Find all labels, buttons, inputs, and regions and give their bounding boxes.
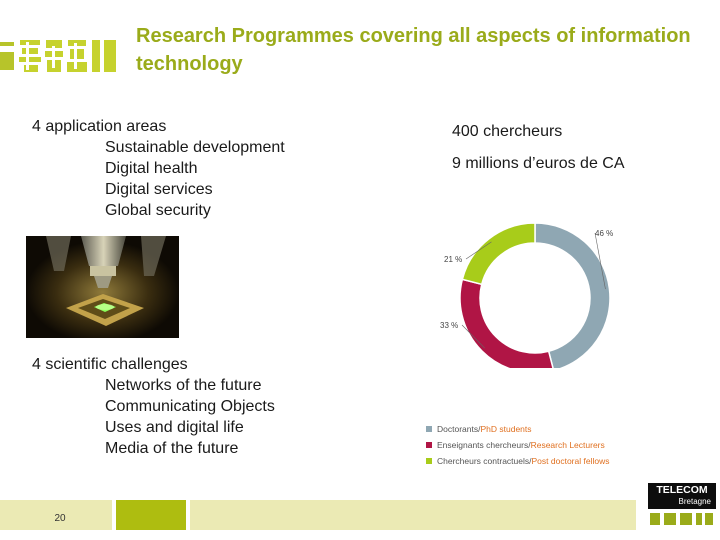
legend-label-en: PhD students bbox=[480, 424, 532, 434]
list-item: Digital health bbox=[105, 160, 198, 177]
institut-mark-icon bbox=[650, 513, 713, 525]
scientific-challenges: 4 scientific challenges Networks of the … bbox=[32, 354, 352, 459]
slice-data-label: 21 % bbox=[444, 255, 462, 264]
application-areas: 4 application areas Sustainable developm… bbox=[32, 117, 352, 221]
logo-title: TELECOM bbox=[656, 484, 708, 496]
slide-footer: 20 bbox=[0, 500, 720, 530]
legend-label-fr: Doctorants bbox=[437, 424, 479, 434]
legend-item: Doctorants / PhD students bbox=[426, 421, 609, 437]
page-number: 20 bbox=[54, 513, 66, 524]
donut-slice bbox=[461, 222, 536, 286]
telecom-bretagne-logo: TELECOM Bretagne bbox=[648, 483, 716, 531]
scientific-challenges-heading: 4 scientific challenges bbox=[32, 356, 188, 373]
chart-legend: Doctorants / PhD students Enseignants ch… bbox=[426, 421, 609, 469]
legend-label-fr: Enseignants chercheurs bbox=[437, 440, 529, 450]
list-item: Digital services bbox=[105, 181, 213, 198]
slide-title: Research Programmes covering all aspects… bbox=[136, 25, 691, 75]
list-item: Communicating Objects bbox=[105, 398, 275, 415]
revenue-stat: 9 millions d’euros de CA bbox=[452, 155, 625, 172]
leader-line bbox=[465, 241, 492, 260]
footer-bar-right bbox=[190, 500, 636, 530]
legend-label-en: Research Lecturers bbox=[530, 440, 605, 450]
legend-item: Chercheurs contractuels / Post doctoral … bbox=[426, 453, 609, 469]
slice-data-label: 46 % bbox=[595, 229, 613, 238]
leader-line bbox=[461, 324, 486, 349]
application-areas-heading: 4 application areas bbox=[32, 118, 167, 135]
legend-swatch bbox=[426, 458, 432, 464]
list-item: Media of the future bbox=[105, 440, 239, 457]
logo-subtitle: Bretagne bbox=[678, 497, 711, 506]
institut-logo-icon bbox=[0, 38, 118, 79]
legend-swatch bbox=[426, 442, 432, 448]
donut-slice bbox=[534, 222, 611, 372]
researchers-stat: 400 chercheurs bbox=[452, 123, 563, 140]
legend-item: Enseignants chercheurs / Research Lectur… bbox=[426, 437, 609, 453]
legend-separator: / bbox=[529, 456, 532, 466]
legend-separator: / bbox=[478, 424, 481, 434]
legend-swatch bbox=[426, 426, 432, 432]
list-item: Global security bbox=[105, 202, 211, 219]
microscope-chip-photo bbox=[26, 236, 179, 338]
slice-data-label: 33 % bbox=[440, 321, 458, 330]
staff-donut-chart: 46 % 33 % 21 % bbox=[430, 218, 630, 374]
donut-slice bbox=[459, 278, 555, 374]
list-item: Networks of the future bbox=[105, 377, 262, 394]
legend-separator: / bbox=[528, 440, 531, 450]
list-item: Uses and digital life bbox=[105, 419, 244, 436]
legend-label-fr: Chercheurs contractuels bbox=[437, 456, 530, 466]
legend-label-en: Post doctoral fellows bbox=[531, 456, 610, 466]
footer-bar-accent bbox=[116, 500, 186, 530]
footer-bar-left bbox=[0, 500, 112, 530]
leader-line bbox=[594, 232, 606, 290]
list-item: Sustainable development bbox=[105, 139, 285, 156]
